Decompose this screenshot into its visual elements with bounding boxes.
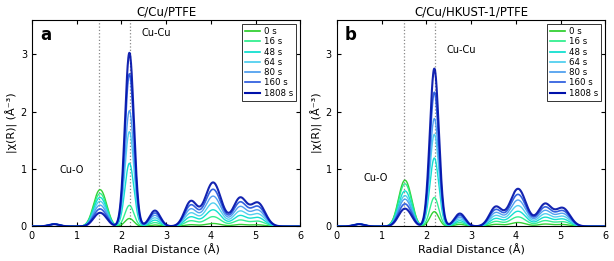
Text: b: b: [345, 26, 357, 44]
Text: Cu-O: Cu-O: [60, 165, 84, 175]
Text: Cu-O: Cu-O: [363, 173, 388, 183]
Text: a: a: [40, 26, 51, 44]
X-axis label: Radial Distance (Å): Radial Distance (Å): [113, 244, 220, 256]
Text: Cu-Cu: Cu-Cu: [142, 28, 171, 38]
Y-axis label: |χ(R)| (Å⁻³): |χ(R)| (Å⁻³): [311, 93, 323, 153]
Legend: 0 s, 16 s, 48 s, 64 s, 80 s, 160 s, 1808 s: 0 s, 16 s, 48 s, 64 s, 80 s, 160 s, 1808…: [547, 24, 601, 101]
Title: C/Cu/PTFE: C/Cu/PTFE: [136, 5, 196, 19]
Y-axis label: |χ(R)| (Å⁻³): |χ(R)| (Å⁻³): [6, 93, 18, 153]
X-axis label: Radial Distance (Å): Radial Distance (Å): [418, 244, 524, 256]
Text: Cu-Cu: Cu-Cu: [446, 45, 476, 55]
Legend: 0 s, 16 s, 48 s, 64 s, 80 s, 160 s, 1808 s: 0 s, 16 s, 48 s, 64 s, 80 s, 160 s, 1808…: [242, 24, 296, 101]
Title: C/Cu/HKUST-1/PTFE: C/Cu/HKUST-1/PTFE: [414, 5, 528, 19]
